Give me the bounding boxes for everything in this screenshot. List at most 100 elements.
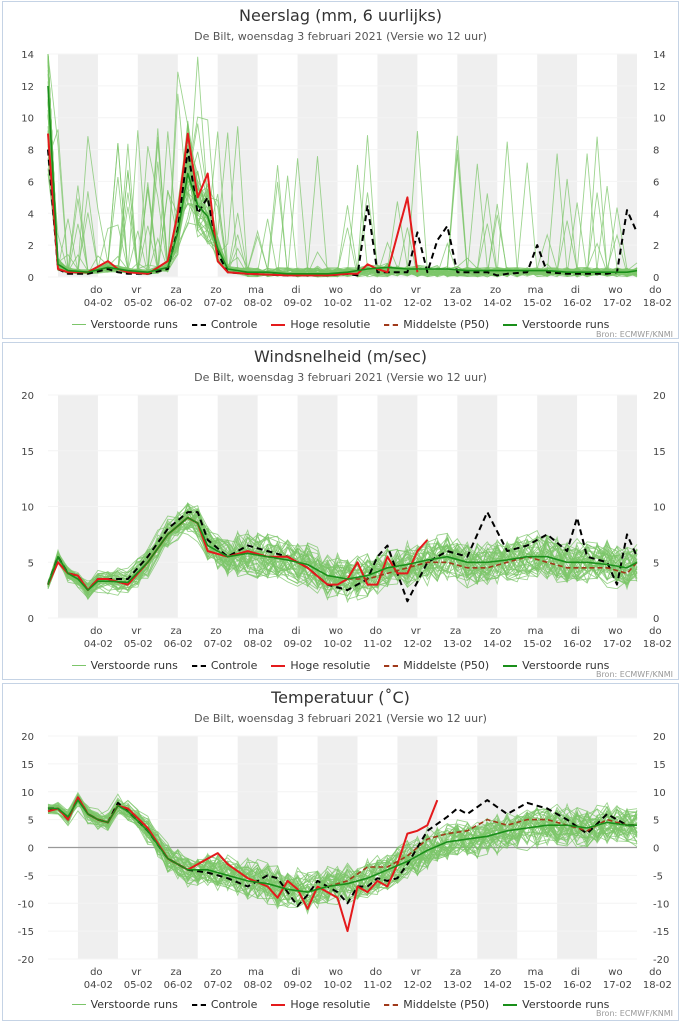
y-tick-label-left: 5 bbox=[28, 558, 34, 569]
perturbed-run-line bbox=[47, 791, 638, 906]
y-tick-label-right: 5 bbox=[653, 816, 659, 827]
legend-item: Hoge resolutie bbox=[271, 659, 370, 672]
x-tick-label-date: 13-02 bbox=[443, 980, 472, 991]
y-tick-label-left: 0 bbox=[28, 614, 34, 625]
legend-label: Hoge resolutie bbox=[290, 659, 371, 672]
legend-label: Middelste (P50) bbox=[403, 659, 490, 672]
y-tick-label-left: -5 bbox=[24, 871, 34, 882]
perturbed-run-line bbox=[47, 800, 638, 904]
x-tick-label-day: do bbox=[649, 626, 661, 637]
middelste-p50-line bbox=[347, 555, 638, 580]
y-tick-label-right: 2 bbox=[653, 241, 659, 252]
y-tick-label-right: -20 bbox=[653, 955, 669, 966]
x-tick-label-day: za bbox=[450, 285, 461, 296]
x-tick-label-date: 08-02 bbox=[244, 980, 273, 991]
x-tick-label-date: 14-02 bbox=[483, 980, 512, 991]
x-tick-label-day: wo bbox=[329, 285, 343, 296]
perturbed-run-line bbox=[47, 519, 638, 604]
x-tick-label-day: ma bbox=[528, 626, 544, 637]
y-tick-label-right: 20 bbox=[653, 732, 666, 743]
x-tick-label-date: 14-02 bbox=[483, 639, 512, 650]
x-tick-label-day: vr bbox=[131, 285, 142, 296]
y-tick-label-left: 14 bbox=[21, 50, 34, 61]
precipitation-panel: 0 0 2 2 4 4 6 6 8 8 10 10 12 12 14 14 do 04-02 vr 05-02 za 06… bbox=[2, 1, 679, 339]
middelste-p50-line bbox=[327, 818, 637, 888]
legend-swatch bbox=[71, 1004, 86, 1005]
y-tick-label-right: 10 bbox=[653, 503, 666, 514]
x-tick-label-date: 16-02 bbox=[563, 980, 592, 991]
legend-item: Controle bbox=[191, 659, 258, 672]
x-tick-label-day: wo bbox=[329, 967, 343, 978]
legend-label: Controle bbox=[210, 659, 258, 672]
y-tick-label-left: 8 bbox=[28, 146, 34, 157]
legend-label: Middelste (P50) bbox=[403, 318, 490, 331]
x-tick-label-day: di bbox=[291, 626, 300, 637]
y-tick-label-left: 6 bbox=[28, 177, 34, 188]
y-tick-label-right: 0 bbox=[653, 614, 659, 625]
legend-item: Verstoorde runs bbox=[503, 318, 609, 331]
x-tick-label-day: ma bbox=[248, 967, 264, 978]
x-tick-label-day: zo bbox=[210, 285, 221, 296]
legend-swatch bbox=[191, 323, 206, 326]
x-tick-label-day: zo bbox=[210, 626, 221, 637]
y-tick-label-right: 8 bbox=[653, 146, 659, 157]
x-tick-label-date: 07-02 bbox=[204, 298, 233, 309]
y-tick-label-left: 15 bbox=[21, 447, 34, 458]
y-tick-label-left: 10 bbox=[21, 114, 34, 125]
x-tick-label-date: 05-02 bbox=[124, 980, 153, 991]
x-tick-label-date: 05-02 bbox=[124, 639, 153, 650]
y-tick-label-left: 20 bbox=[21, 732, 34, 743]
x-tick-label-day: ma bbox=[248, 626, 264, 637]
y-tick-label-right: 15 bbox=[653, 760, 666, 771]
legend-label: Verstoorde runs bbox=[522, 318, 610, 331]
x-tick-label-date: 04-02 bbox=[84, 298, 113, 309]
x-tick-label-date: 10-02 bbox=[323, 980, 352, 991]
legend-item: Verstoorde runs bbox=[71, 318, 178, 331]
legend-swatch bbox=[503, 323, 518, 326]
x-tick-label-day: zo bbox=[490, 967, 501, 978]
x-tick-label-date: 06-02 bbox=[164, 639, 193, 650]
legend-swatch bbox=[384, 323, 399, 326]
x-tick-label-date: 07-02 bbox=[204, 980, 233, 991]
legend-swatch bbox=[384, 1003, 399, 1006]
x-tick-label-date: 10-02 bbox=[323, 298, 352, 309]
x-tick-label-date: 13-02 bbox=[443, 639, 472, 650]
legend-label: Verstoorde runs bbox=[90, 998, 178, 1011]
chart-legend: Verstoorde runs Controle Hoge resolutie Mid… bbox=[3, 659, 678, 672]
x-tick-label-day: di bbox=[291, 285, 300, 296]
x-tick-label-day: wo bbox=[608, 285, 622, 296]
y-tick-label-right: 15 bbox=[653, 447, 666, 458]
source-label: Bron: ECMWF/KNMI bbox=[595, 1009, 673, 1018]
legend-label: Verstoorde runs bbox=[90, 659, 178, 672]
perturbed-run-line bbox=[47, 523, 638, 590]
legend-item: Middelste (P50) bbox=[384, 318, 489, 331]
x-tick-label-day: di bbox=[571, 285, 580, 296]
x-tick-label-day: wo bbox=[608, 967, 622, 978]
y-tick-label-left: 12 bbox=[21, 82, 34, 93]
legend-item: Verstoorde runs bbox=[503, 998, 609, 1011]
x-tick-label-day: di bbox=[291, 967, 300, 978]
x-tick-label-date: 17-02 bbox=[603, 639, 632, 650]
x-tick-label-date: 05-02 bbox=[124, 298, 153, 309]
x-tick-label-date: 11-02 bbox=[363, 980, 392, 991]
y-tick-label-left: 15 bbox=[21, 760, 34, 771]
perturbed-run-line bbox=[47, 799, 638, 902]
y-tick-label-left: 0 bbox=[28, 273, 34, 284]
day-band bbox=[537, 54, 578, 277]
x-tick-label-date: 15-02 bbox=[523, 298, 552, 309]
x-tick-label-date: 11-02 bbox=[363, 298, 392, 309]
legend-swatch bbox=[503, 1003, 518, 1006]
day-band bbox=[297, 54, 338, 277]
y-tick-label-right: 5 bbox=[653, 558, 659, 569]
legend-swatch bbox=[384, 664, 399, 667]
chart-title: Neerslag (mm, 6 uurlijks) bbox=[239, 6, 442, 25]
legend-swatch bbox=[271, 664, 286, 667]
x-tick-label-day: di bbox=[571, 967, 580, 978]
perturbed-run-line bbox=[47, 797, 638, 908]
x-tick-label-date: 09-02 bbox=[283, 298, 312, 309]
x-tick-label-date: 12-02 bbox=[403, 639, 432, 650]
day-band bbox=[57, 54, 98, 277]
x-tick-label-date: 04-02 bbox=[84, 980, 113, 991]
y-tick-label-left: -15 bbox=[18, 927, 34, 938]
legend-item: Verstoorde runs bbox=[503, 659, 609, 672]
